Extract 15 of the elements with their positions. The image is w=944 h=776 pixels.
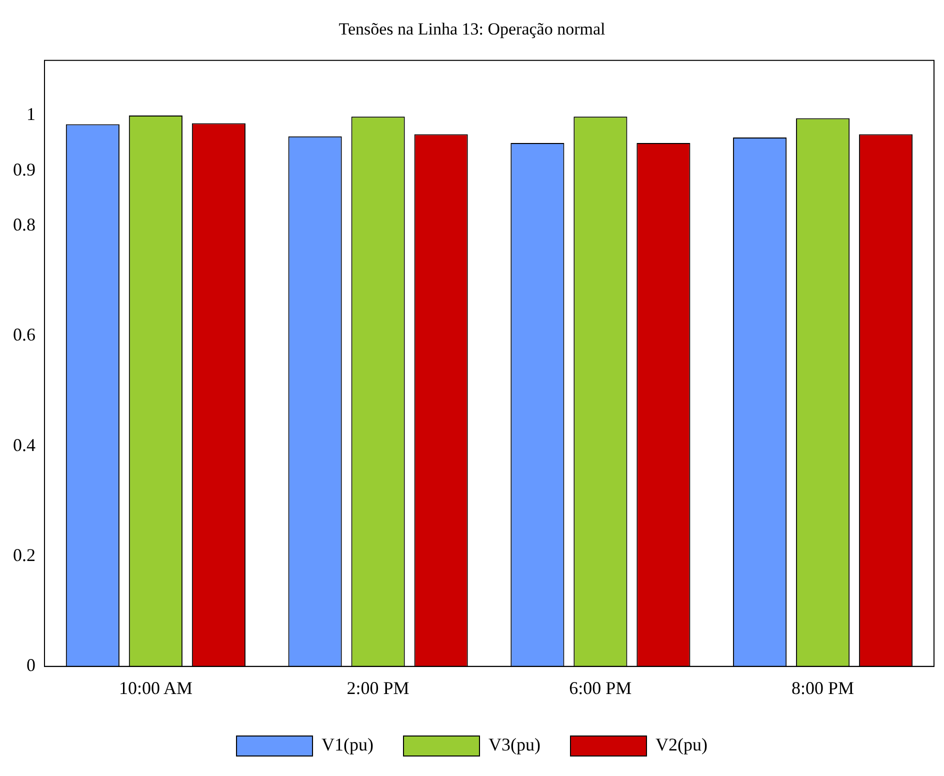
y-tick-label: 1	[26, 104, 36, 124]
y-tick-label: 0.9	[13, 159, 36, 180]
y-tick-label: 0.2	[13, 544, 36, 565]
y-tick-label: 0.4	[13, 434, 36, 455]
legend-label: V3(pu)	[488, 734, 541, 755]
y-tick-label: 0	[26, 655, 36, 676]
x-tick-label: 8:00 PM	[792, 678, 854, 698]
y-tick-label: 0.6	[13, 324, 36, 345]
legend-label: V2(pu)	[655, 734, 708, 755]
x-tick-label: 10:00 AM	[118, 678, 192, 698]
legend-label: V1(pu)	[322, 734, 374, 755]
chart-title: Tensões na Linha 13: Operação normal	[338, 20, 606, 39]
y-tick-label: 0.8	[13, 214, 36, 234]
x-tick-label: 6:00 PM	[569, 678, 632, 698]
x-tick-label: 2:00 PM	[346, 678, 410, 698]
